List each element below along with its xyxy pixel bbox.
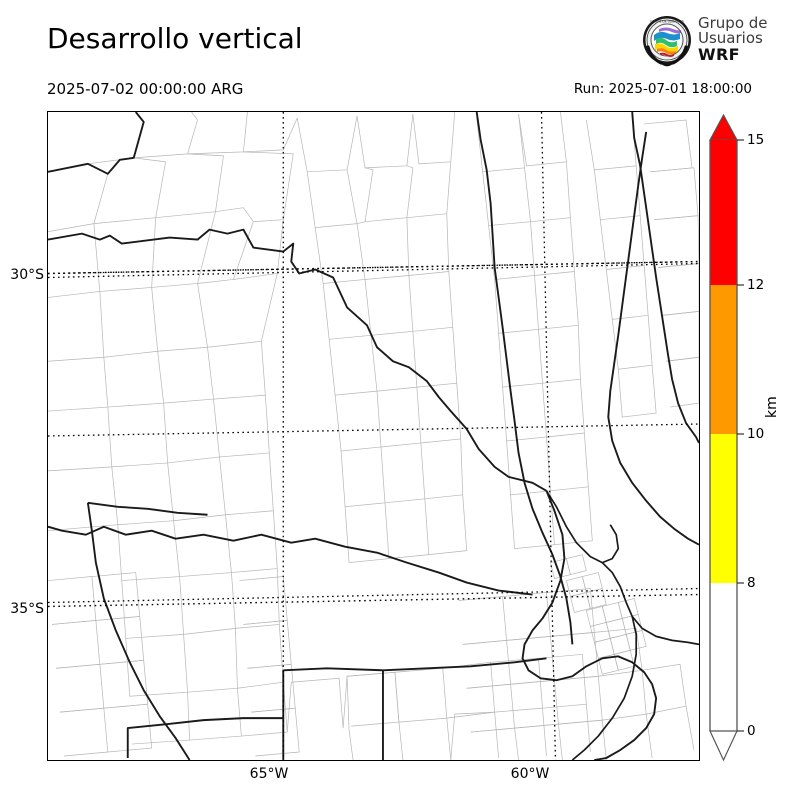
lon-label-65w: 65°W	[249, 766, 289, 782]
colorbar-band-10-12	[710, 285, 737, 434]
logo-line-3: WRF	[698, 44, 740, 64]
colorbar[interactable]: 15 12 10 8 0	[700, 108, 800, 768]
colorbar-band-12-15	[710, 140, 737, 285]
lon-label-60w: 60°W	[510, 766, 550, 782]
lat-label-30s: 30°S	[10, 267, 44, 283]
logo-line-2: Usuarios	[698, 29, 763, 48]
graticule-lat-minor	[48, 423, 699, 437]
colorbar-tick-0: 0	[747, 723, 756, 739]
colorbar-unit-label: km	[764, 396, 780, 418]
colorbar-band-8-10	[710, 434, 737, 583]
map-vector-layers	[48, 112, 699, 760]
lat-label-35s: 35°S	[10, 601, 44, 617]
colorbar-band-0-8	[710, 583, 737, 731]
colorbar-tick-12: 12	[747, 277, 765, 293]
logo-line-1: Grupo de	[698, 14, 768, 32]
logo-text: Grupo de Usuarios WRF	[698, 14, 768, 64]
colorbar-graphic	[708, 113, 744, 762]
valid-time-label: 2025-07-02 00:00:00 ARG	[47, 80, 244, 98]
department-boundaries	[48, 112, 699, 760]
graticule-lon-60w	[540, 112, 557, 760]
colorbar-tick-15: 15	[747, 132, 765, 148]
colorbar-extend-max	[708, 113, 739, 141]
wrf-user-group-globe-seal-icon: GRUPO DE USUARIOS	[643, 16, 691, 67]
colorbar-extend-min	[709, 730, 738, 762]
graticule-gridlines	[48, 112, 699, 760]
logo: GRUPO DE USUARIOS Grupo de Usuarios WRF	[640, 13, 800, 71]
province-boundaries	[48, 112, 699, 760]
graticule-lat-minor-2	[48, 587, 699, 604]
page-title: Desarrollo vertical	[47, 22, 303, 55]
colorbar-tick-10: 10	[747, 426, 765, 442]
map-canvas[interactable]	[47, 111, 700, 761]
colorbar-outline	[709, 140, 738, 731]
colorbar-ticks	[737, 139, 744, 732]
colorbar-tick-8: 8	[747, 575, 756, 591]
graticule-lat-35s	[48, 593, 699, 608]
coastline	[545, 490, 699, 760]
run-time-label: Run: 2025-07-01 18:00:00	[573, 81, 752, 97]
svg-text:GRUPO DE USUARIOS: GRUPO DE USUARIOS	[650, 19, 684, 23]
graticule-major	[48, 260, 699, 608]
